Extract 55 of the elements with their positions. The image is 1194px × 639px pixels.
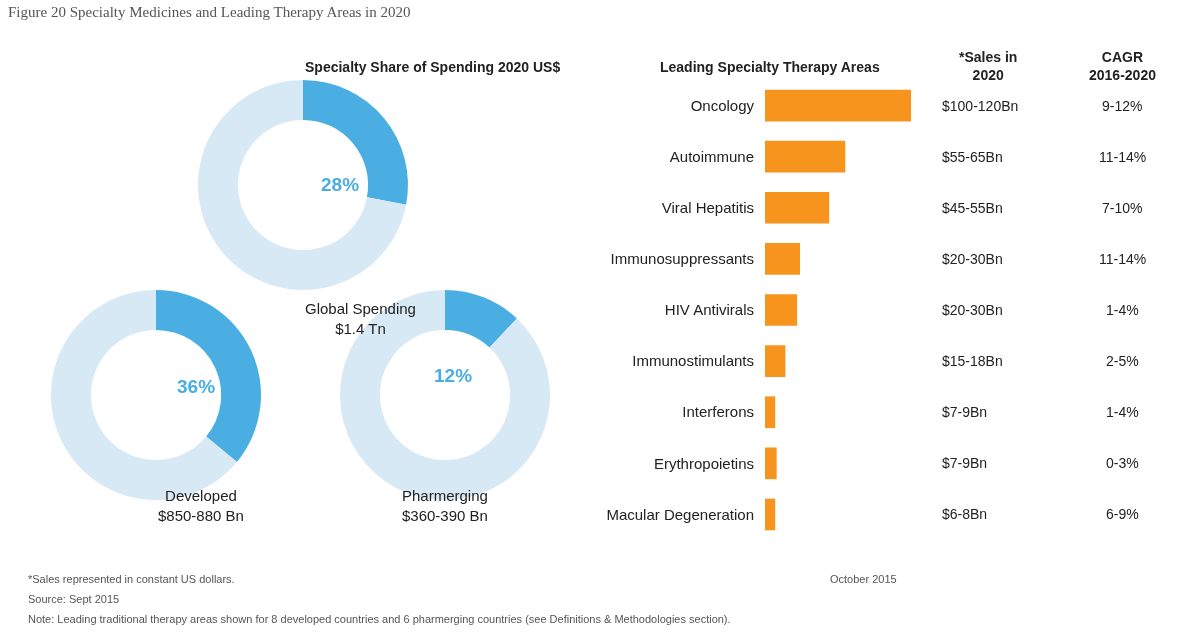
text: $7-9Bn [942, 404, 988, 420]
text: *Sales represented in constant US dollars. [28, 573, 235, 585]
text: $6-8Bn [942, 506, 988, 522]
text: 11-14% [1099, 149, 1147, 165]
bar [765, 447, 777, 480]
text: CAGR 2016-2020 [1089, 49, 1157, 84]
text: 11-14% [1099, 251, 1147, 267]
bar [765, 396, 776, 429]
source-note: Source: Sept 2015 [28, 593, 120, 605]
text: 0-3% [1106, 455, 1139, 471]
text: $55-65Bn [942, 149, 1003, 165]
donut-slice [156, 290, 261, 462]
y-tick-label: HIV Antivirals [664, 301, 754, 319]
text: $7-9Bn [942, 455, 988, 471]
bar [765, 498, 776, 531]
y-tick-label: Erythropoietins [653, 454, 754, 472]
text: 9-12% [1102, 98, 1143, 114]
y-tick-label: Macular Degeneration [606, 505, 754, 523]
text: $20-30Bn [942, 302, 1003, 318]
data-label: 36% [177, 376, 216, 397]
y-tick-label: Autoimmune [669, 147, 754, 165]
chart-title: Leading Specialty Therapy Areas [660, 59, 880, 75]
bar [765, 89, 911, 122]
text: Note: Leading traditional therapy areas shown for 8 developed countries and 6 pharmerging countries (see Definitions & Methodologies section). [28, 613, 731, 625]
bar [765, 191, 830, 224]
bar [765, 140, 846, 173]
y-tick-label: Viral Hepatitis [661, 199, 754, 217]
text: Global Spending $1.4 Tn [305, 300, 416, 337]
data-label: 28% [321, 174, 360, 195]
bar [765, 243, 801, 275]
donut-slice [303, 80, 408, 205]
text: $45-55Bn [942, 200, 1003, 216]
y-tick-label: Interferons [682, 403, 754, 421]
text: October 2015 [830, 573, 897, 585]
y-tick-label: Immunosuppressants [610, 250, 754, 268]
data-label: 12% [434, 365, 473, 386]
donut-slice [198, 80, 407, 290]
text: 2-5% [1106, 353, 1139, 369]
text: 7-10% [1102, 200, 1143, 216]
text: 6-9% [1106, 506, 1139, 522]
y-tick-label: Oncology [690, 96, 755, 114]
text: 1-4% [1106, 302, 1139, 318]
chart-title: Specialty Share of Spending 2020 US$ [305, 59, 561, 75]
bar [765, 345, 786, 377]
caption: Figure 20 Specialty Medicines and Leading Therapy Areas in 2020 [8, 4, 411, 20]
text: Pharmerging $360-390 Bn [402, 487, 488, 524]
text: $15-18Bn [942, 353, 1003, 369]
text: *Sales in 2020 [959, 49, 1018, 84]
y-tick-label: Immunostimulants [632, 352, 754, 370]
text: $20-30Bn [942, 251, 1003, 267]
bar [765, 294, 798, 326]
text: $100-120Bn [942, 98, 1019, 114]
text: 1-4% [1106, 404, 1139, 420]
text: Developed $850-880 Bn [158, 487, 244, 524]
donut-slice [445, 290, 517, 348]
